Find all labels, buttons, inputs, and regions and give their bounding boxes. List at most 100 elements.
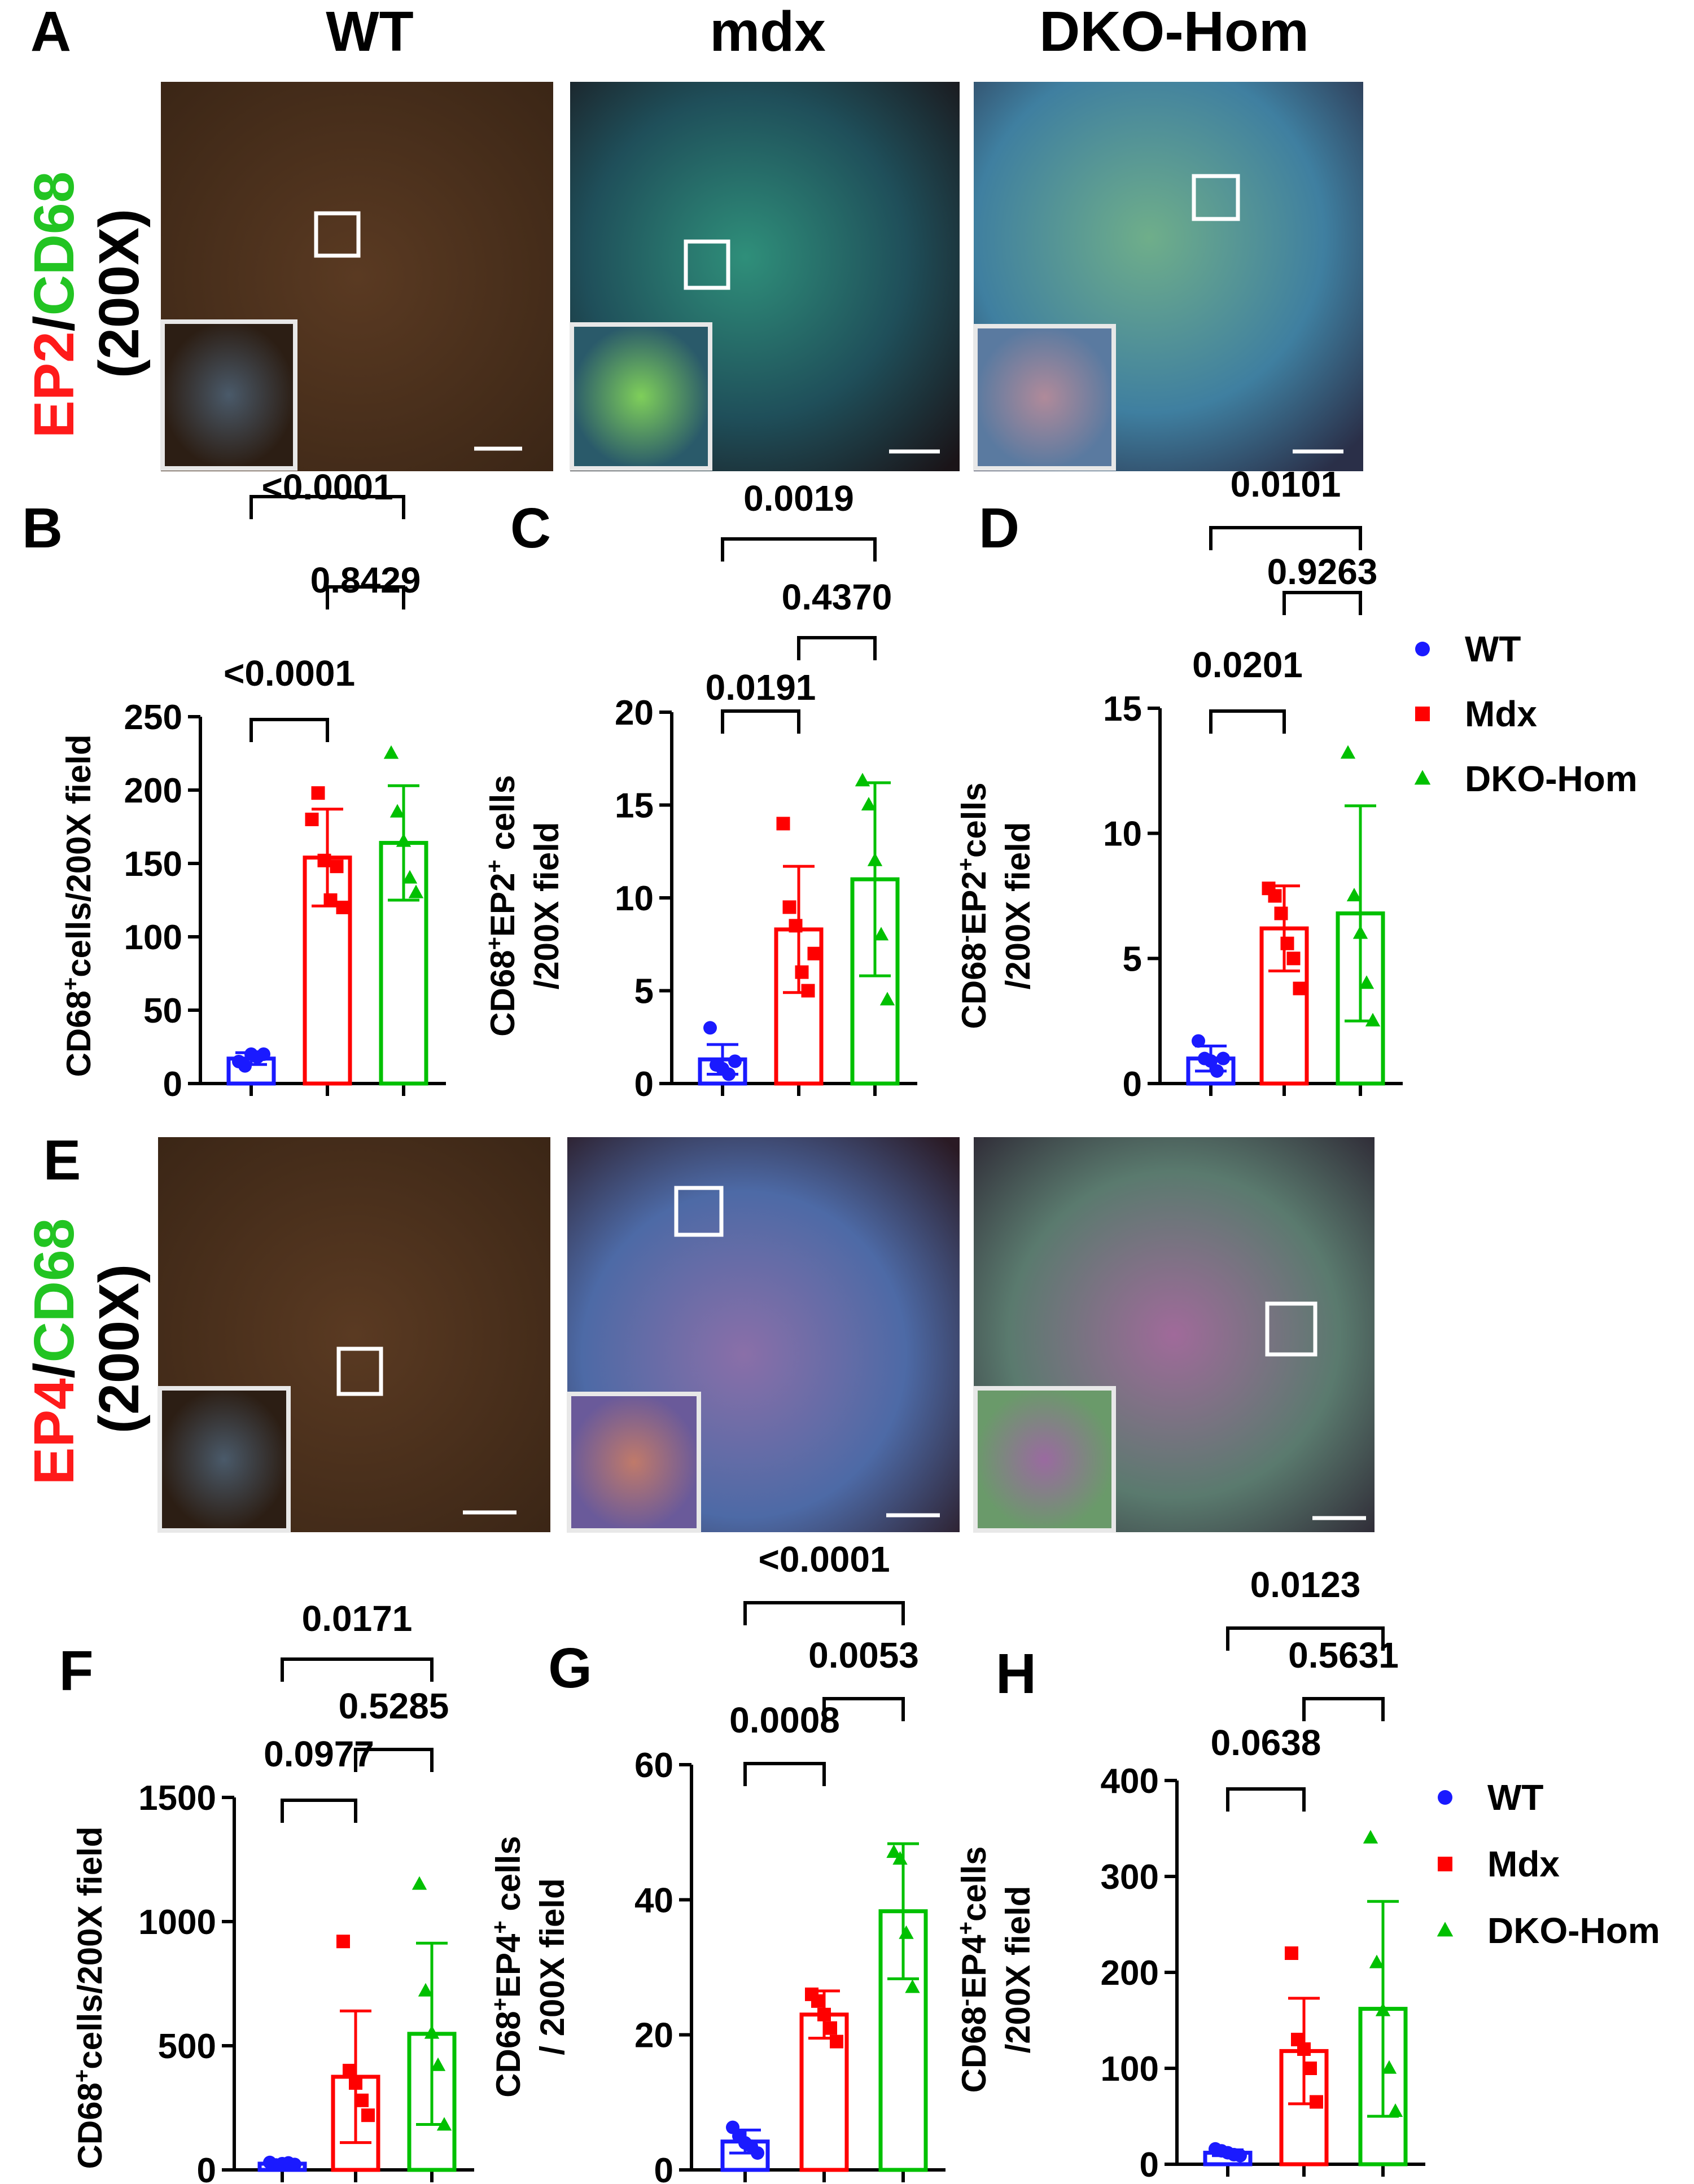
significance-bracket — [822, 1697, 905, 1721]
magnification-label-row2: (200X) — [87, 1264, 151, 1433]
data-point — [892, 1851, 908, 1865]
y-axis-label-line: CD68+EP2+ cells — [482, 775, 522, 1037]
data-point — [396, 833, 412, 847]
significance-bracket — [1226, 1626, 1385, 1651]
data-point — [905, 1979, 920, 1993]
data-point — [855, 773, 870, 787]
y-axis-label-part: + — [488, 1998, 513, 2011]
row-label-ep2-cd68: EP2/CD68 — [23, 172, 86, 438]
column-title-mdx: mdx — [710, 0, 826, 63]
panel-letter-d: D — [979, 497, 1019, 560]
p-value-label: 0.5285 — [339, 1686, 449, 1726]
y-tick-label: 0 — [634, 1065, 654, 1104]
y-axis-label-part: cells — [484, 775, 522, 859]
y-tick-label: 500 — [158, 2027, 216, 2066]
micrograph-ep4-dko — [973, 1137, 1375, 1533]
data-point — [383, 745, 399, 759]
data-point — [317, 853, 331, 867]
panel-letter-f: F — [59, 1639, 93, 1703]
y-tick-label: 0 — [197, 2151, 216, 2184]
y-axis-label: CD68+cells/200X field — [69, 1826, 109, 2169]
panel-letter-h: H — [996, 1642, 1036, 1705]
data-point — [1297, 2042, 1311, 2056]
y-axis-label-part: - — [953, 1999, 978, 2006]
y-tick-label: 15 — [1103, 690, 1142, 729]
data-point — [879, 992, 895, 1006]
y-axis-label-part: + — [482, 859, 507, 872]
data-point — [1310, 2095, 1323, 2109]
data-point — [343, 2064, 356, 2077]
y-axis-label-line: CD68+EP4+ cells — [488, 1836, 527, 2098]
data-point — [1233, 2148, 1247, 2163]
y-axis-label-line: / 200X field — [533, 1878, 571, 2055]
micrograph-ep2-wt — [160, 82, 553, 471]
significance-bracket — [1209, 709, 1286, 734]
data-point — [1280, 936, 1294, 950]
data-point — [886, 1844, 901, 1858]
p-value-label: 0.9263 — [1267, 551, 1378, 592]
chart-panel-d: 0 5 10 15 CD68-EP2+cells/200X field 0.0201 0.9… — [953, 464, 1403, 1104]
panel-letter-e: E — [43, 1129, 81, 1192]
data-point — [899, 1925, 914, 1939]
y-axis-label: CD68+EP4+ cells/ 200X field — [488, 1836, 571, 2098]
y-axis-label-part: + — [69, 2069, 94, 2082]
y-tick-label: 10 — [615, 879, 654, 918]
magnification-label-row1: (200X) — [87, 209, 151, 378]
y-axis-label-part: EP2 — [484, 873, 522, 937]
data-point — [1363, 1830, 1378, 1844]
y-axis-label-part: /200X field — [999, 1886, 1037, 2054]
y-axis-label-part: CD68 — [955, 2006, 993, 2093]
significance-bracket — [743, 1762, 826, 1786]
data-point — [257, 1047, 270, 1061]
y-axis-label-part: CD68 — [489, 2011, 527, 2097]
panel-letter-c: C — [510, 497, 551, 560]
data-point — [811, 1994, 825, 2008]
y-axis-label-line: CD68-EP4+cells — [953, 1847, 993, 2093]
data-point — [418, 1983, 434, 1997]
significance-bracket — [797, 636, 877, 660]
data-point — [728, 1054, 742, 1068]
p-value-label: <0.0001 — [758, 1539, 890, 1580]
legend-marker-mdx — [1415, 707, 1430, 721]
data-point — [789, 919, 803, 933]
p-value-label: <0.0001 — [224, 653, 355, 694]
p-value-label: 0.0053 — [808, 1635, 919, 1676]
marker-separator-2: / — [23, 1362, 86, 1378]
data-point — [1352, 925, 1368, 939]
y-axis-label-part: CD68 — [484, 950, 522, 1036]
legend-marker-wt — [1438, 1790, 1452, 1805]
y-axis-label-part: / 200X field — [533, 1878, 571, 2055]
data-point — [1216, 1051, 1230, 1065]
data-point — [1293, 981, 1307, 995]
y-axis-label-part: cells — [955, 1847, 993, 1922]
y-tick-label: 0 — [1140, 2146, 1159, 2184]
y-tick-label: 300 — [1101, 1858, 1159, 1897]
y-tick-label: 1000 — [138, 1903, 216, 1942]
data-point — [1365, 1012, 1381, 1027]
y-tick-label: 1500 — [138, 1779, 216, 1818]
y-tick-label: 5 — [1123, 940, 1142, 979]
data-point — [1268, 889, 1282, 903]
data-point — [795, 965, 809, 979]
y-axis-label: CD68+cells/200X field — [58, 734, 98, 1077]
marker-separator: / — [23, 315, 86, 331]
marker-ep2: EP2 — [23, 331, 86, 438]
p-value-label: 0.0171 — [302, 1598, 413, 1639]
p-value-label: 0.0101 — [1231, 464, 1341, 505]
y-tick-label: 0 — [654, 2151, 673, 2184]
significance-bracket — [326, 585, 405, 609]
data-point — [817, 2007, 831, 2021]
data-point — [867, 852, 883, 866]
p-value-label: 0.5631 — [1288, 1635, 1399, 1676]
y-axis-label-part: cells — [489, 1836, 527, 1920]
data-point — [751, 2146, 764, 2160]
data-point — [1210, 1064, 1224, 1078]
legend-label-dko-hom: DKO-Hom — [1487, 1910, 1660, 1951]
y-tick-label: 20 — [615, 694, 654, 733]
legend-label-wt: WT — [1487, 1777, 1544, 1818]
p-value-label: 0.0123 — [1250, 1564, 1361, 1605]
legend-label-dko-hom: DKO-Hom — [1465, 758, 1638, 799]
data-point — [323, 893, 338, 907]
panel-letter-b: B — [22, 497, 63, 560]
